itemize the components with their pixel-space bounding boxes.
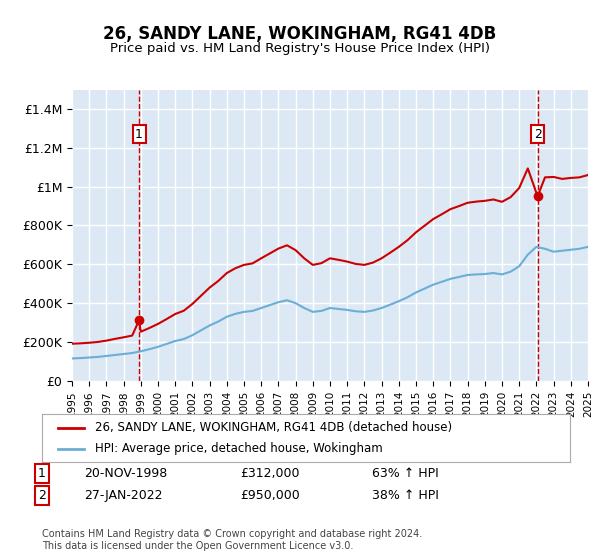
Text: 1: 1 (135, 128, 143, 141)
Text: 63% ↑ HPI: 63% ↑ HPI (372, 466, 439, 480)
Text: 38% ↑ HPI: 38% ↑ HPI (372, 489, 439, 502)
Text: £950,000: £950,000 (240, 489, 300, 502)
Text: 20-NOV-1998: 20-NOV-1998 (84, 466, 167, 480)
Text: HPI: Average price, detached house, Wokingham: HPI: Average price, detached house, Woki… (95, 442, 383, 455)
Text: Price paid vs. HM Land Registry's House Price Index (HPI): Price paid vs. HM Land Registry's House … (110, 42, 490, 55)
Text: 2: 2 (38, 489, 46, 502)
Text: £312,000: £312,000 (240, 466, 299, 480)
Text: 27-JAN-2022: 27-JAN-2022 (84, 489, 163, 502)
Text: 1: 1 (38, 466, 46, 480)
Text: 26, SANDY LANE, WOKINGHAM, RG41 4DB (detached house): 26, SANDY LANE, WOKINGHAM, RG41 4DB (det… (95, 421, 452, 434)
Text: Contains HM Land Registry data © Crown copyright and database right 2024.
This d: Contains HM Land Registry data © Crown c… (42, 529, 422, 551)
Text: 26, SANDY LANE, WOKINGHAM, RG41 4DB: 26, SANDY LANE, WOKINGHAM, RG41 4DB (103, 25, 497, 43)
Text: 2: 2 (533, 128, 542, 141)
